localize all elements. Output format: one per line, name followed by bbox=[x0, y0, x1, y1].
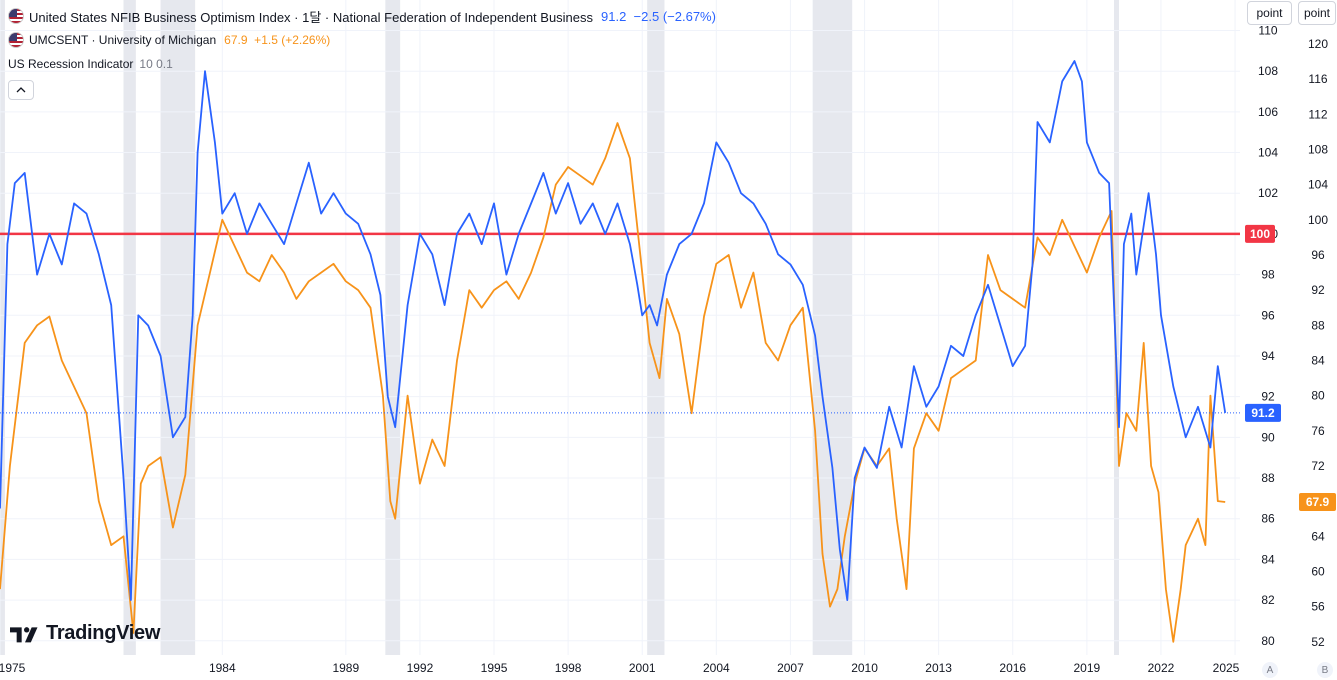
right-axis-tick-label: 88 bbox=[1311, 318, 1325, 332]
right-axis-tick-label: 116 bbox=[1308, 72, 1327, 86]
x-axis-tick-label: 2004 bbox=[703, 661, 730, 675]
reference-value-label-bg bbox=[1245, 224, 1275, 243]
x-axis-tick-label: 2025 bbox=[1213, 661, 1240, 675]
right-axis-tick-label: 96 bbox=[1311, 248, 1325, 262]
left-axis-tick-label: 110 bbox=[1258, 24, 1277, 38]
x-axis-tick-label: 2010 bbox=[851, 661, 878, 675]
price-labels: 100 91.2 67.9 bbox=[1245, 224, 1336, 512]
left-axis-tick-label: 94 bbox=[1261, 349, 1275, 363]
tradingview-logo[interactable]: TradingView bbox=[10, 622, 160, 645]
reference-value-label: 100 bbox=[1250, 227, 1270, 241]
right-axis-tick-label: 64 bbox=[1311, 529, 1325, 543]
left-axis-tick-label: 108 bbox=[1258, 64, 1278, 78]
right-axis-tick-label: 104 bbox=[1308, 178, 1328, 192]
umich-last-value-label-bg bbox=[1299, 493, 1336, 512]
right-axis-tick-label: 60 bbox=[1311, 564, 1325, 578]
left-axis-tick-label: 82 bbox=[1261, 593, 1275, 607]
umich-series-line bbox=[0, 122, 1226, 643]
recession-shading bbox=[0, 0, 1119, 655]
right-axis-tick-label: 92 bbox=[1311, 283, 1325, 297]
left-axis-tick-label: 104 bbox=[1258, 146, 1278, 160]
legend-recession-params: 10 0.1 bbox=[139, 57, 173, 71]
left-axis-tick-label: 90 bbox=[1261, 430, 1275, 444]
legend-nfib[interactable]: United States NFIB Business Optimism Ind… bbox=[8, 4, 716, 28]
left-axis-tick-label: 92 bbox=[1261, 390, 1275, 404]
umich-last-value-label: 67.9 bbox=[1306, 495, 1330, 509]
us-flag-icon bbox=[8, 8, 24, 24]
x-axis-tick-label: 2019 bbox=[1074, 661, 1101, 675]
x-axis-tick-label: 1989 bbox=[332, 661, 359, 675]
legend-umich-title: UMCSENT · University of Michigan bbox=[29, 33, 217, 47]
x-axis-tick-label: 2001 bbox=[629, 661, 656, 675]
right-axis-tick-label: 108 bbox=[1308, 142, 1328, 156]
auto-scale-button[interactable]: A bbox=[1262, 662, 1278, 678]
left-axis-tick-label: 98 bbox=[1261, 268, 1275, 282]
right-axis-tick-label: 80 bbox=[1311, 389, 1325, 403]
left-axis-tick-label: 86 bbox=[1261, 512, 1275, 526]
legend-nfib-title: United States NFIB Business Optimism Ind… bbox=[29, 9, 594, 25]
chevron-up-icon bbox=[16, 87, 26, 93]
right-axis-tick-label: 100 bbox=[1308, 213, 1328, 227]
legend-umich[interactable]: UMCSENT · University of Michigan 67.9 +1… bbox=[8, 28, 716, 52]
x-axis-tick-label: 1975 bbox=[0, 661, 26, 675]
left-axis-tick-label: 96 bbox=[1261, 308, 1275, 322]
x-axis-tick-label: 2013 bbox=[925, 661, 952, 675]
recession-band bbox=[647, 0, 665, 655]
x-axis-tick-label: 1998 bbox=[555, 661, 582, 675]
legend-recession-title: US Recession Indicator bbox=[8, 57, 134, 71]
right-axis-tick-label: 120 bbox=[1308, 37, 1328, 51]
tradingview-logo-icon bbox=[10, 626, 38, 642]
left-axis-tick-label: 102 bbox=[1258, 186, 1278, 200]
recession-band bbox=[1114, 0, 1119, 655]
x-axis-tick-label: 2022 bbox=[1148, 661, 1175, 675]
series-group bbox=[0, 60, 1240, 643]
recession-band bbox=[0, 0, 5, 655]
right-axis-tick-label: 56 bbox=[1311, 600, 1325, 614]
right-axis-tick-label: 112 bbox=[1308, 107, 1327, 121]
brand-name: TradingView bbox=[46, 622, 161, 644]
legend-collapse-button[interactable] bbox=[8, 80, 34, 100]
nfib-series-line bbox=[0, 60, 1227, 601]
legend-umich-values: 67.9 +1.5 (+2.26%) bbox=[224, 33, 331, 47]
recession-band bbox=[160, 0, 196, 655]
right-axis-tick-label: 76 bbox=[1311, 424, 1325, 438]
left-scale-mode-button[interactable]: point bbox=[1247, 1, 1292, 25]
left-axis-tick-label: 84 bbox=[1261, 552, 1275, 566]
x-axis-tick-label: 2007 bbox=[777, 661, 804, 675]
left-axis-tick-label: 88 bbox=[1261, 471, 1275, 485]
us-flag-icon bbox=[8, 32, 24, 48]
x-axis-tick-label: 1995 bbox=[481, 661, 508, 675]
legend-recession[interactable]: US Recession Indicator 10 0.1 bbox=[8, 52, 716, 76]
nfib-last-value-label: 91.2 bbox=[1251, 406, 1275, 420]
right-scale-mode-button[interactable]: point bbox=[1298, 1, 1336, 25]
nfib-last-value-label-bg bbox=[1245, 403, 1281, 422]
right-axis-tick-label: 52 bbox=[1311, 635, 1325, 649]
legend: United States NFIB Business Optimism Ind… bbox=[8, 4, 716, 100]
x-axis-tick-label: 2016 bbox=[999, 661, 1026, 675]
left-axis-tick-label: 106 bbox=[1258, 105, 1278, 119]
log-scale-button[interactable]: B bbox=[1317, 662, 1333, 678]
x-axis-tick-label: 1992 bbox=[407, 661, 434, 675]
recession-band bbox=[812, 0, 853, 655]
left-axis-tick-label: 80 bbox=[1261, 634, 1275, 648]
right-axis-tick-label: 72 bbox=[1311, 459, 1325, 473]
x-axis-tick-label: 1984 bbox=[209, 661, 236, 675]
recession-band bbox=[123, 0, 136, 655]
right-axis-tick-label: 84 bbox=[1311, 353, 1325, 367]
legend-nfib-values: 91.2 −2.5 (−2.67%) bbox=[601, 8, 716, 24]
